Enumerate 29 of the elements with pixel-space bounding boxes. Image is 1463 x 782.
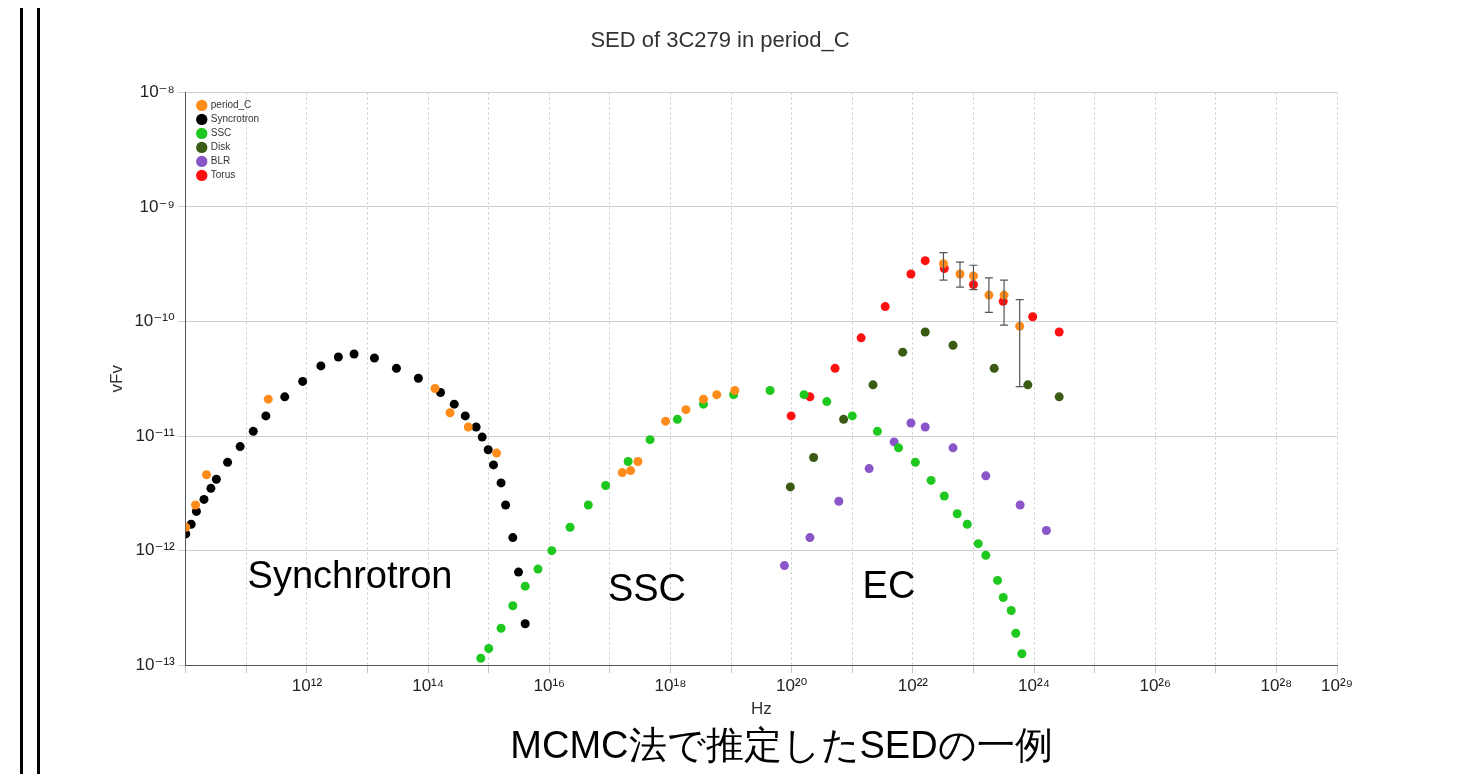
x-tick-label: 10¹⁴ bbox=[412, 676, 445, 696]
legend-label: BLR bbox=[210, 155, 231, 167]
y-tick-label: 10⁻¹¹ bbox=[135, 425, 176, 445]
annotation: Synchrotron bbox=[247, 553, 453, 597]
y-axis-title: vFv bbox=[106, 364, 126, 393]
x-tick-label: 10²⁹ bbox=[1321, 676, 1353, 696]
x-tick-label: 10²⁴ bbox=[1018, 676, 1050, 696]
x-tick-label: 10¹⁸ bbox=[654, 676, 687, 696]
legend-label: Syncrotron bbox=[210, 113, 260, 125]
legend-label: Torus bbox=[210, 169, 236, 181]
y-tick-label: 10⁻¹² bbox=[135, 540, 176, 560]
x-tick-label: 10²⁸ bbox=[1260, 676, 1293, 696]
x-tick-label: 10²⁰ bbox=[775, 676, 808, 696]
legend-label: Disk bbox=[210, 141, 232, 153]
x-tick-label: 10²⁶ bbox=[1139, 676, 1172, 696]
annotation: SSC bbox=[607, 566, 687, 610]
x-tick-label: 10¹² bbox=[291, 676, 323, 696]
annotation: EC bbox=[862, 563, 916, 607]
y-tick-label: 10⁻¹³ bbox=[135, 654, 176, 674]
x-tick-label: 10¹⁶ bbox=[533, 676, 566, 696]
text: MCMC法で推定したSEDの一例 bbox=[509, 723, 1054, 768]
legend-label: SSC bbox=[210, 127, 232, 139]
chart-title: SED of 3C279 in period_C bbox=[590, 27, 850, 53]
x-axis-title: Hz bbox=[750, 699, 772, 719]
y-tick-label: 10⁻¹⁰ bbox=[134, 311, 175, 331]
y-tick-label: 10⁻⁹ bbox=[139, 196, 175, 216]
legend-label: period_C bbox=[210, 99, 252, 111]
x-tick-label: 10²² bbox=[897, 676, 929, 696]
y-tick-label: 10⁻⁸ bbox=[139, 82, 175, 102]
